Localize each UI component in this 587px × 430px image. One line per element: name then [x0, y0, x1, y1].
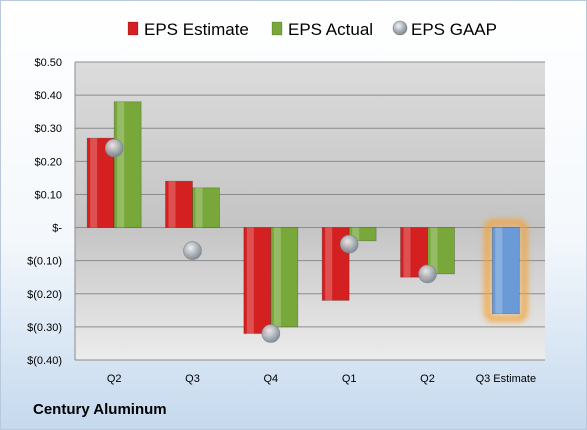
- legend-item: EPS GAAP: [392, 20, 497, 39]
- legend: EPS Estimate EPS Actual EPS GAAP: [127, 20, 497, 39]
- legend-item: EPS Actual: [271, 20, 373, 39]
- eps-estimate-bar: [491, 227, 520, 315]
- x-tick-label: Q2: [420, 373, 435, 385]
- x-tick-label: Q3: [185, 373, 200, 385]
- y-tick-label: $0.40: [34, 90, 62, 102]
- legend-swatch: [127, 21, 139, 36]
- eps-gaap-marker: [418, 264, 437, 284]
- gaap-markers: [104, 138, 437, 343]
- y-tick-label: $0.50: [34, 57, 62, 69]
- eps-estimate-bar-shine: [168, 181, 176, 228]
- eps-estimate-bar-shine: [325, 227, 333, 301]
- company-name: Century Aluminum: [33, 401, 167, 418]
- eps-estimate-bar-shine: [90, 138, 98, 228]
- legend-item: EPS Estimate: [127, 20, 249, 39]
- eps-actual-bar: [192, 187, 220, 228]
- eps-estimate-bar-shine: [495, 227, 503, 314]
- x-axis: Q2 Q3 Q4 Q1 Q2 Q3 Estimate: [107, 373, 536, 385]
- eps-actual-bar: [348, 227, 377, 242]
- eps-estimate-bar: [165, 180, 193, 228]
- legend-label: EPS GAAP: [411, 20, 497, 39]
- eps-actual-bar-shine: [195, 187, 203, 228]
- x-tick-label: Q2: [107, 373, 122, 385]
- y-tick-label: $-: [52, 223, 62, 235]
- legend-swatch: [392, 20, 408, 36]
- eps-actual-bar: [270, 227, 299, 328]
- x-tick-label: Q4: [263, 373, 278, 385]
- highlight-glow: [483, 219, 528, 323]
- y-tick-label: $(0.20): [27, 289, 62, 301]
- grid-lines: [75, 61, 545, 361]
- y-tick-label: $0.10: [34, 189, 62, 201]
- eps-gaap-marker: [104, 138, 124, 158]
- y-tick-label: $(0.10): [27, 256, 62, 268]
- legend-label: EPS Actual: [288, 20, 373, 39]
- y-axis: $0.50 $0.40 $0.30 $0.20 $0.10 $- $(0.10) $(0.20…: [27, 57, 76, 367]
- eps-actual-bar-shine: [273, 227, 281, 327]
- eps-gaap-marker: [261, 324, 281, 343]
- plot-area: [75, 62, 545, 360]
- y-tick-label: $(0.30): [27, 322, 62, 334]
- eps-actual-bar-shine: [352, 227, 360, 241]
- eps-actual-bar-shine: [430, 227, 438, 274]
- legend-swatch: [271, 21, 283, 36]
- legend-label: EPS Estimate: [144, 20, 249, 39]
- eps-actual-bar: [113, 101, 142, 228]
- eps-estimate-bar-shine: [246, 227, 254, 334]
- y-tick-label: $(0.40): [27, 355, 62, 367]
- y-tick-label: $0.20: [34, 156, 62, 168]
- x-tick-label: Q3 Estimate: [476, 373, 537, 385]
- eps-actual-bar-shine: [117, 101, 125, 228]
- eps-gaap-marker: [339, 234, 359, 254]
- eps-estimate-bar-shine: [403, 227, 411, 278]
- x-tick-label: Q1: [342, 373, 357, 385]
- y-tick-label: $0.30: [34, 123, 62, 135]
- eps-gaap-marker: [183, 241, 202, 261]
- eps-estimate-bar: [243, 227, 272, 334]
